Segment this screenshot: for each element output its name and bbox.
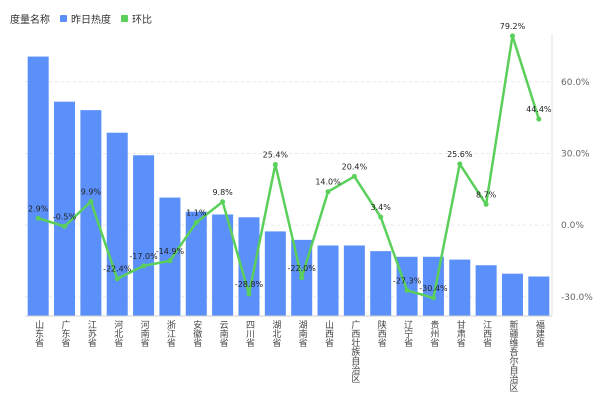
legend-label-change: 环比 [132,14,152,26]
line-point[interactable] [509,33,515,39]
line-point[interactable] [246,291,252,297]
x-tick-label: 陕西省 [376,319,387,348]
line-point[interactable] [88,199,94,205]
data-label: -28.8% [235,280,264,289]
bar[interactable] [501,273,523,316]
bar-series [25,56,552,317]
legend-item-change[interactable]: 环比 [121,11,152,26]
bar[interactable] [343,245,365,317]
x-tick-label: 广东省 [60,319,71,348]
line-point[interactable] [62,223,68,229]
line-point[interactable] [35,215,41,221]
data-label: -30.4% [419,284,448,293]
x-tick-label: 安徽省 [191,319,202,348]
x-tick-label: 湖北省 [270,320,281,348]
line-point[interactable] [378,214,384,220]
x-tick-label: 贵州省 [428,319,439,348]
data-label: -17.0% [129,252,158,261]
line-point[interactable] [404,287,410,293]
bar[interactable] [475,265,497,316]
data-label: 9.8% [212,188,233,197]
data-label: -22.4% [103,265,132,274]
data-label: -14.9% [156,247,185,256]
legend: 度量名称 昨日热度 环比 [10,8,162,28]
bar[interactable] [54,101,76,317]
bar[interactable] [264,231,286,316]
x-tick-label: 广西壮族自治区 [349,319,360,383]
x-tick-label: 山西省 [323,320,334,348]
x-axis: 山东省 广东省 江苏省 河北省 河南省 浙江省 安徽省 云南省 四川省 湖北省 湖南省 山西省 广西壮族… [33,319,544,392]
series-line [37,34,541,300]
data-labels: 2.9% -0.5% 9.9% -22.4% -17.0%-14.9% 1.1% 9.8% -… [28,22,552,293]
x-tick-label: 四川省 [244,320,255,348]
legend-swatch-heat-icon [60,14,67,22]
y-tick-label: -30.0% [561,293,593,303]
data-label: 20.4% [342,162,368,171]
x-tick-label: 江西省 [481,320,492,348]
y-tick-label: 0.0% [561,221,584,231]
x-tick-label: 甘肃省 [455,319,466,348]
x-tick-label: 湖南省 [297,320,308,348]
line-point[interactable] [430,295,436,301]
data-label: 44.4% [526,105,552,114]
data-label: -0.5% [53,212,77,221]
data-label: 25.4% [263,150,289,159]
data-label: 14.0% [315,178,341,187]
bar[interactable] [449,259,471,316]
x-tick-label: 福建省 [534,319,545,348]
y-tick-label: 60.0% [561,78,590,88]
line-series [35,33,542,301]
bar[interactable] [370,251,392,316]
x-tick-label: 山东省 [33,320,44,348]
data-label: -27.3% [393,276,422,285]
legend-label-heat: 昨日热度 [71,14,111,26]
bar[interactable] [212,214,234,316]
bar[interactable] [133,155,155,316]
x-tick-label: 云南省 [218,320,229,348]
x-tick-label: 新疆维吾尔自治区 [507,319,518,392]
bar[interactable] [27,56,49,317]
data-label: 25.6% [447,150,473,159]
line-point[interactable] [167,258,173,264]
y-axis-right: -30.0% 0.0% 30.0% 60.0% [551,34,593,316]
bar[interactable] [185,211,207,316]
line-point[interactable] [193,220,199,226]
bar[interactable] [238,217,260,316]
data-label: 9.9% [81,188,102,197]
line-point[interactable] [325,189,331,195]
line-point[interactable] [141,263,147,269]
x-tick-label: 浙江省 [165,319,176,348]
legend-swatch-change-icon [121,14,128,22]
bar[interactable] [159,197,181,316]
data-label: 79.2% [500,22,526,31]
line-point[interactable] [457,161,463,167]
data-label: -22.0% [288,264,317,273]
line-point[interactable] [114,276,120,282]
data-label: 8.7% [476,190,497,199]
bar[interactable] [80,110,102,316]
line-point[interactable] [272,161,278,167]
data-label: 1.1% [186,209,207,218]
legend-item-heat[interactable]: 昨日热度 [60,11,111,26]
y-tick-label: 30.0% [561,149,590,159]
line-point[interactable] [351,173,357,179]
bar[interactable] [396,256,418,316]
line-point[interactable] [536,116,542,122]
bar[interactable] [528,276,550,316]
x-tick-label: 江苏省 [86,320,97,348]
bar[interactable] [317,245,339,317]
data-label: 2.9% [28,204,49,213]
line-point[interactable] [299,275,305,281]
line-point[interactable] [220,199,226,205]
x-tick-label: 河南省 [139,319,150,348]
bar[interactable] [106,132,128,316]
line-point[interactable] [483,201,489,207]
x-tick-label: 辽宁省 [402,320,413,348]
data-label: 3.4% [371,203,392,212]
legend-title: 度量名称 [10,14,50,26]
x-tick-label: 河北省 [112,319,123,348]
